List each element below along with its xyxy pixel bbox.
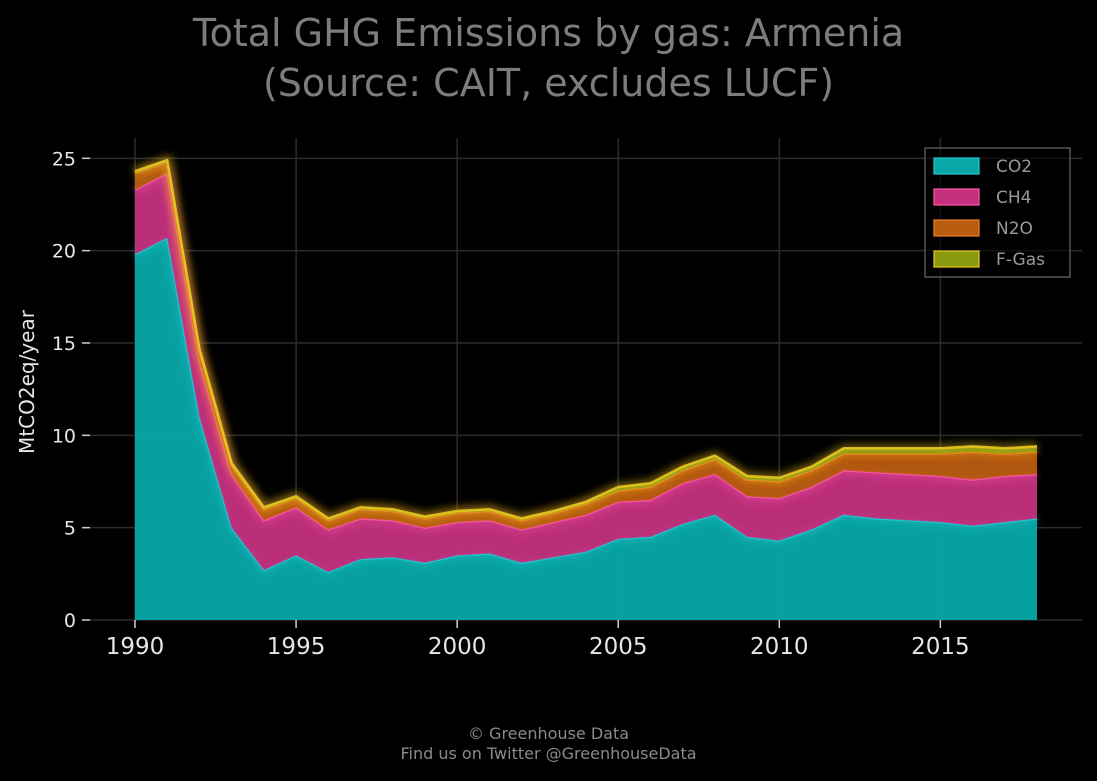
footer-copyright: © Greenhouse Data [467, 724, 630, 743]
legend-label-f-gas: F-Gas [996, 250, 1045, 270]
area-co2 [135, 237, 1037, 620]
y-axis-label: MtCO2eq/year [15, 309, 39, 454]
y-tick-label-20: 20 [52, 241, 76, 263]
x-tick-label-2000: 2000 [428, 634, 487, 660]
x-tick-label-2005: 2005 [589, 634, 648, 660]
legend-label-ch4: CH4 [996, 188, 1031, 208]
footer: © Greenhouse Data Find us on Twitter @Gr… [0, 724, 1097, 764]
legend-swatch-co2 [933, 157, 980, 175]
x-tick-label-2010: 2010 [750, 634, 809, 660]
legend-swatch-ch4 [933, 188, 980, 206]
chart-title-line-2: (Source: CAIT, excludes LUCF) [262, 61, 835, 105]
legend: CO2 CH4 N2O F-Gas [924, 147, 1071, 278]
axis-layer: 1990 1995 2000 2005 2010 2015 0 5 10 15 20 25 [52, 148, 970, 660]
legend-swatch-f-gas [933, 250, 980, 268]
x-tick-label-1995: 1995 [267, 634, 326, 660]
x-tick-label-1990: 1990 [106, 634, 165, 660]
y-tick-label-10: 10 [52, 425, 76, 447]
legend-swatch-n2o [933, 219, 980, 237]
y-tick-label-5: 5 [64, 518, 76, 540]
y-tick-label-15: 15 [52, 333, 76, 355]
chart-title: Total GHG Emissions by gas: Armenia (Sou… [0, 8, 1097, 108]
legend-label-n2o: N2O [996, 219, 1033, 239]
area-layer [132, 154, 1038, 620]
chart-title-line-1: Total GHG Emissions by gas: Armenia [192, 11, 905, 55]
x-tick-label-2015: 2015 [911, 634, 970, 660]
line-f-gas [134, 158, 1038, 520]
glow-ch4 [132, 166, 1038, 535]
y-tick-label-0: 0 [64, 610, 76, 632]
footer-twitter: Find us on Twitter @GreenhouseData [400, 744, 697, 763]
legend-label-co2: CO2 [996, 157, 1032, 177]
y-tick-label-25: 25 [52, 148, 76, 170]
